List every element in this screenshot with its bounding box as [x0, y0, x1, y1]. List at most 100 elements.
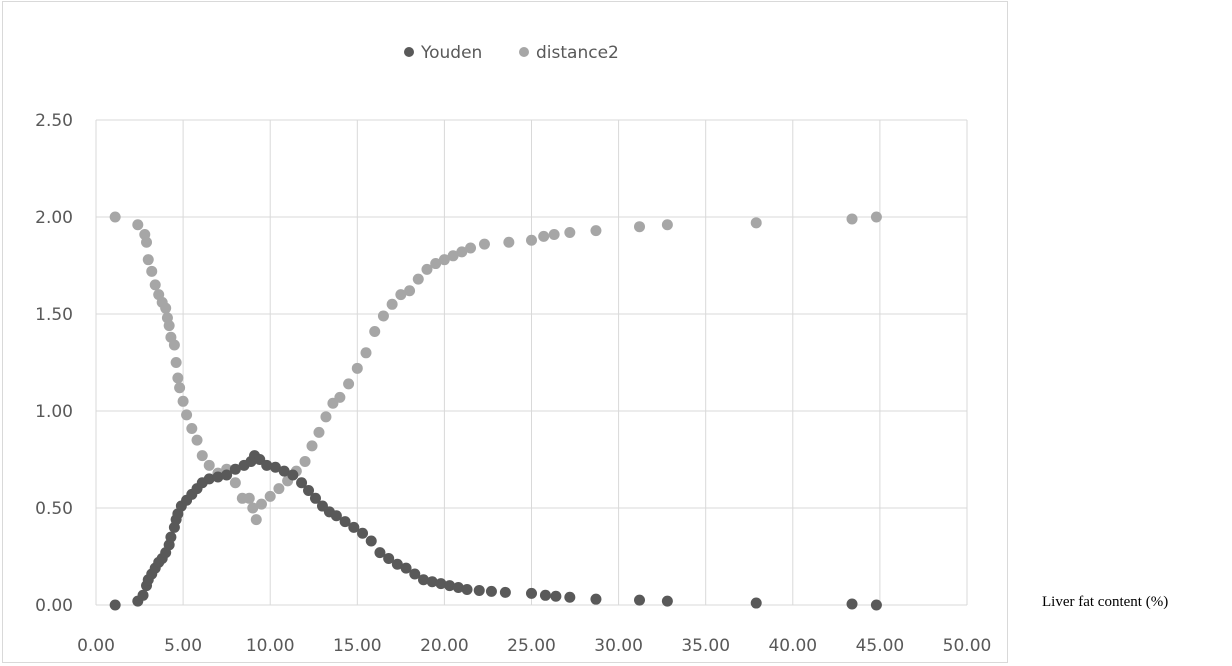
point-youden — [400, 562, 412, 574]
x-tick-label: 5.00 — [164, 636, 202, 656]
point-distance2 — [404, 285, 416, 297]
point-distance2 — [109, 211, 121, 223]
x-tick-label: 30.00 — [594, 636, 643, 656]
point-distance2 — [503, 236, 515, 248]
point-youden — [229, 463, 241, 475]
point-youden — [590, 593, 602, 605]
point-distance2 — [846, 213, 858, 225]
point-distance2 — [447, 250, 459, 262]
point-youden — [165, 531, 177, 543]
point-youden — [435, 578, 447, 590]
x-tick-label: 35.00 — [681, 636, 730, 656]
x-axis-tick-labels: 0.00 5.00 10.00 15.00 20.00 25.00 30.00 35.00 40… — [77, 636, 991, 656]
legend-label-distance2: distance2 — [536, 43, 619, 63]
point-distance2 — [369, 325, 381, 337]
point-distance2 — [412, 273, 424, 285]
point-youden — [409, 568, 421, 580]
point-youden — [339, 516, 351, 528]
point-distance2 — [146, 265, 158, 277]
legend-marker-distance2 — [519, 47, 529, 57]
point-distance2 — [386, 298, 398, 310]
point-youden — [526, 587, 537, 599]
point-youden — [303, 485, 315, 497]
point-distance2 — [250, 514, 262, 526]
point-youden — [203, 473, 215, 485]
point-youden — [357, 527, 369, 539]
point-distance2 — [181, 409, 193, 421]
point-distance2 — [360, 347, 372, 359]
point-distance2 — [421, 263, 433, 275]
point-youden — [870, 599, 882, 611]
point-youden — [499, 586, 511, 598]
point-distance2 — [247, 502, 259, 514]
point-youden — [426, 576, 438, 588]
point-youden — [296, 477, 308, 489]
point-youden — [473, 584, 485, 596]
point-youden — [444, 580, 456, 592]
legend-marker-youden — [404, 47, 414, 57]
legend: Youden distance2 — [404, 43, 619, 63]
point-distance2 — [343, 378, 355, 390]
point-distance2 — [538, 230, 550, 242]
x-axis-title: Liver fat content (%) — [1042, 594, 1169, 610]
point-youden — [391, 558, 403, 570]
point-distance2 — [229, 477, 241, 489]
y-tick-label: 2.50 — [35, 111, 73, 131]
point-youden — [461, 583, 473, 595]
point-distance2 — [306, 440, 318, 452]
point-youden — [348, 521, 360, 533]
series-youden — [109, 450, 882, 611]
point-distance2 — [174, 382, 186, 394]
point-youden — [452, 582, 464, 594]
x-tick-label: 25.00 — [507, 636, 556, 656]
point-youden — [485, 585, 497, 597]
point-distance2 — [170, 357, 182, 368]
point-distance2 — [132, 219, 144, 231]
point-youden — [309, 492, 321, 504]
point-youden — [383, 552, 395, 564]
x-tick-label: 10.00 — [246, 636, 295, 656]
point-youden — [365, 535, 377, 547]
y-tick-label: 2.00 — [35, 208, 73, 228]
point-youden — [846, 598, 858, 610]
point-youden — [661, 595, 673, 607]
point-distance2 — [163, 320, 175, 332]
point-distance2 — [196, 450, 208, 462]
point-youden — [564, 591, 576, 603]
point-distance2 — [141, 236, 153, 248]
point-distance2 — [172, 372, 184, 384]
point-youden — [261, 459, 273, 471]
point-youden — [330, 510, 342, 522]
point-youden — [750, 597, 762, 609]
point-distance2 — [191, 434, 203, 446]
point-distance2 — [548, 228, 560, 240]
point-distance2 — [634, 221, 646, 233]
point-distance2 — [313, 426, 325, 438]
point-distance2 — [351, 362, 363, 374]
point-distance2 — [299, 455, 311, 467]
point-distance2 — [320, 411, 332, 423]
point-distance2 — [395, 289, 407, 301]
point-youden — [417, 574, 429, 586]
y-tick-label: 1.00 — [35, 402, 73, 422]
point-distance2 — [377, 310, 389, 322]
point-distance2 — [255, 498, 267, 510]
point-distance2 — [456, 246, 468, 258]
point-youden — [109, 599, 121, 611]
point-distance2 — [661, 219, 673, 231]
point-distance2 — [334, 391, 346, 403]
point-distance2 — [564, 227, 576, 239]
y-tick-label: 0.00 — [35, 596, 73, 616]
series-distance2 — [109, 211, 882, 526]
x-tick-label: 20.00 — [420, 636, 469, 656]
point-youden — [539, 589, 551, 601]
point-youden — [269, 461, 281, 473]
point-distance2 — [590, 225, 602, 237]
point-distance2 — [465, 242, 477, 254]
point-distance2 — [430, 258, 442, 270]
y-tick-label: 0.50 — [35, 499, 73, 519]
x-tick-label: 50.00 — [943, 636, 992, 656]
point-distance2 — [526, 234, 537, 246]
point-distance2 — [273, 483, 285, 495]
point-distance2 — [177, 395, 189, 407]
